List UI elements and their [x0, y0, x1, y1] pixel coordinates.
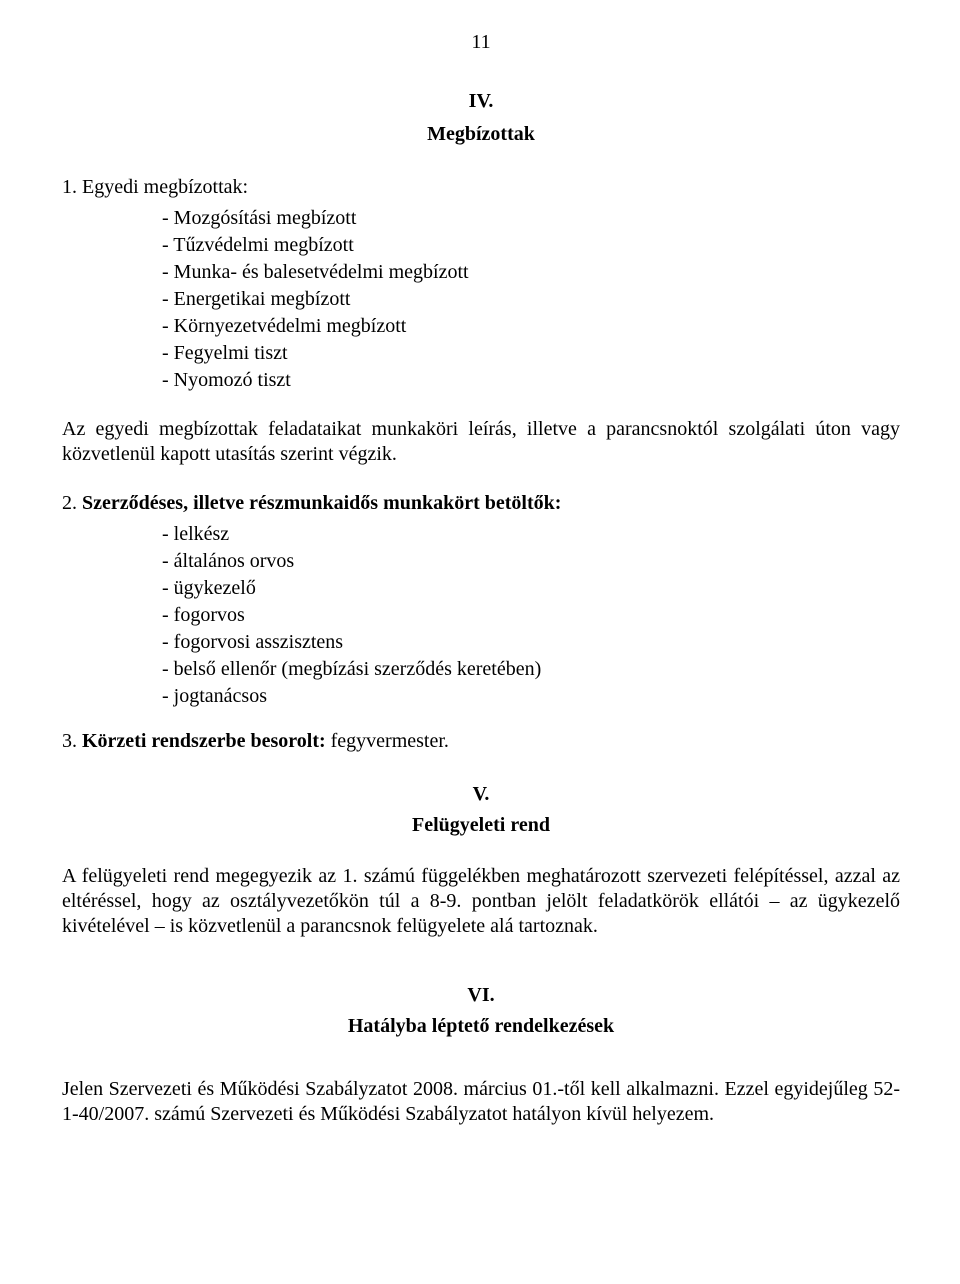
bullet-item: - belső ellenőr (megbízási szerződés ker…	[162, 657, 900, 682]
page-number: 11	[62, 30, 900, 55]
bullet-item: - Energetikai megbízott	[162, 287, 900, 312]
bullet-item: - Környezetvédelmi megbízott	[162, 314, 900, 339]
item-3-title-bold: Körzeti rendszerbe besorolt:	[82, 730, 326, 752]
item-2-title: Szerződéses, illetve részmunkaidős munka…	[82, 492, 561, 514]
item-1-title: Egyedi megbízottak:	[82, 176, 248, 198]
item-3-heading: 3. Körzeti rendszerbe besorolt: fegyverm…	[62, 729, 900, 754]
bullet-item: - Tűzvédelmi megbízott	[162, 233, 900, 258]
bullet-item: - Fegyelmi tiszt	[162, 341, 900, 366]
bullet-item: - ügykezelő	[162, 576, 900, 601]
bullet-item: - jogtanácsos	[162, 684, 900, 709]
item-2-bullet-list: - lelkész - általános orvos - ügykezelő …	[162, 522, 900, 709]
section-vi-title: Hatályba léptető rendelkezések	[62, 1014, 900, 1039]
item-2-heading: 2. Szerződéses, illetve részmunkaidős mu…	[62, 491, 900, 516]
item-2-number: 2.	[62, 492, 77, 514]
document-page: 11 IV. Megbízottak 1. Egyedi megbízottak…	[0, 0, 960, 1284]
section-v-title: Felügyeleti rend	[62, 813, 900, 838]
section-v-number: V.	[62, 782, 900, 807]
section-v-paragraph: A felügyeleti rend megegyezik az 1. szám…	[62, 864, 900, 939]
section-vi-paragraph: Jelen Szervezeti és Működési Szabályzato…	[62, 1077, 900, 1127]
bullet-item: - Nyomozó tiszt	[162, 368, 900, 393]
bullet-item: - Mozgósítási megbízott	[162, 206, 900, 231]
item-1-heading: 1. Egyedi megbízottak:	[62, 175, 900, 200]
item-3-title-rest: fegyvermester.	[326, 730, 449, 752]
bullet-item: - fogorvosi asszisztens	[162, 630, 900, 655]
item-1-bullet-list: - Mozgósítási megbízott - Tűzvédelmi meg…	[162, 206, 900, 393]
bullet-item: - általános orvos	[162, 549, 900, 574]
bullet-item: - Munka- és balesetvédelmi megbízott	[162, 260, 900, 285]
section-iv-number: IV.	[62, 89, 900, 114]
bullet-item: - lelkész	[162, 522, 900, 547]
section-vi-number: VI.	[62, 983, 900, 1008]
item-1-number: 1.	[62, 176, 77, 198]
bullet-item: - fogorvos	[162, 603, 900, 628]
item-3-number: 3.	[62, 730, 77, 752]
paragraph-after-item-1: Az egyedi megbízottak feladataikat munka…	[62, 417, 900, 467]
section-iv-title: Megbízottak	[62, 122, 900, 147]
